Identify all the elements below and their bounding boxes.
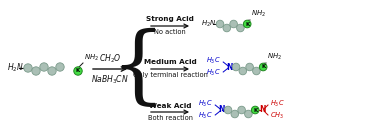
Text: Medium Acid: Medium Acid (144, 59, 197, 65)
Circle shape (237, 24, 244, 32)
Circle shape (223, 24, 231, 32)
Text: K: K (253, 107, 257, 112)
Text: $CH_2O$: $CH_2O$ (99, 53, 121, 65)
Circle shape (259, 63, 267, 71)
Text: Both reaction: Both reaction (147, 116, 192, 121)
Circle shape (239, 67, 246, 75)
Text: $H_2N$: $H_2N$ (6, 62, 23, 74)
Circle shape (32, 67, 40, 75)
Circle shape (232, 63, 240, 71)
Text: $H_2N$: $H_2N$ (201, 19, 217, 29)
Text: $NH_2$: $NH_2$ (251, 9, 266, 19)
Text: Only terminal reaction: Only terminal reaction (133, 73, 208, 79)
Text: N: N (259, 106, 265, 115)
Text: $H_3C$: $H_3C$ (198, 99, 213, 109)
Text: $NH_2$: $NH_2$ (84, 53, 99, 63)
Circle shape (243, 20, 251, 28)
Text: No action: No action (154, 29, 186, 35)
Text: $NH_2$: $NH_2$ (267, 52, 282, 62)
Circle shape (245, 110, 252, 118)
Text: Strong Acid: Strong Acid (146, 17, 194, 23)
Text: $H_3C$: $H_3C$ (206, 68, 221, 78)
Text: K: K (245, 22, 249, 27)
Text: $CH_3$: $CH_3$ (270, 111, 284, 121)
Circle shape (238, 106, 245, 114)
Circle shape (48, 67, 56, 75)
Text: {: { (110, 27, 166, 111)
Circle shape (253, 67, 260, 75)
Circle shape (24, 64, 32, 72)
Circle shape (216, 20, 224, 28)
Circle shape (40, 63, 48, 71)
Text: N: N (218, 106, 225, 115)
Circle shape (246, 63, 253, 71)
Text: $H_3C$: $H_3C$ (198, 111, 213, 121)
Text: K: K (261, 64, 265, 70)
Text: $NaBH_3CN$: $NaBH_3CN$ (91, 73, 129, 85)
Text: $H_3C$: $H_3C$ (270, 99, 285, 109)
Text: K: K (76, 69, 80, 74)
Text: $H_3C$: $H_3C$ (206, 56, 221, 66)
Circle shape (74, 67, 82, 75)
Circle shape (230, 20, 237, 28)
Circle shape (251, 106, 259, 114)
Text: Weak Acid: Weak Acid (149, 102, 191, 109)
Circle shape (56, 63, 64, 71)
Circle shape (231, 110, 239, 118)
Circle shape (224, 106, 232, 114)
Text: N: N (226, 63, 232, 71)
